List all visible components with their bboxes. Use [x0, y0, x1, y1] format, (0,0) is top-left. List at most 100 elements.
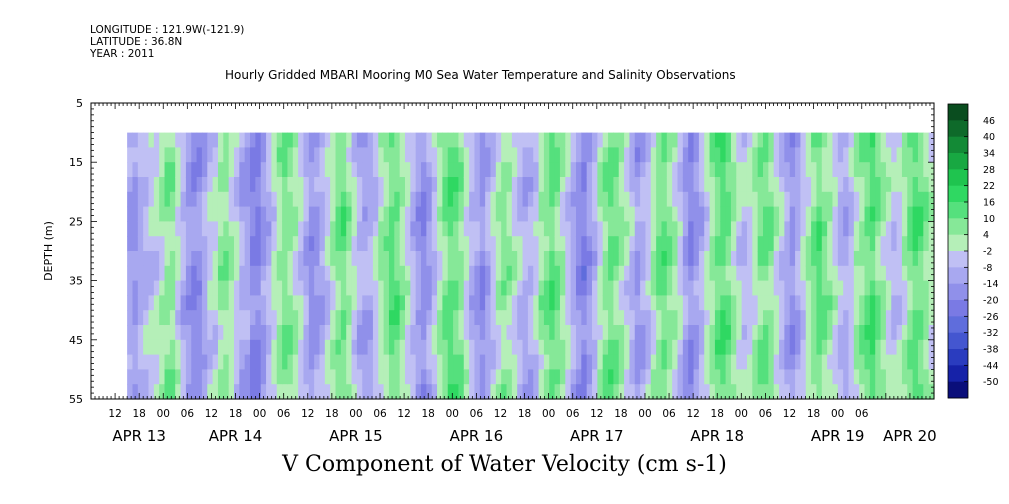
heatmap-cell — [234, 265, 240, 282]
heatmap-cell — [885, 147, 892, 163]
heatmap-cell — [426, 191, 433, 208]
heatmap-cell — [159, 354, 166, 370]
heatmap-cell — [805, 177, 812, 193]
heatmap-cell — [864, 325, 871, 341]
heatmap-cell — [725, 221, 732, 237]
heatmap-cell — [517, 177, 524, 193]
heatmap-cell — [896, 369, 903, 385]
heatmap-cell — [789, 177, 796, 193]
heatmap-cell — [362, 221, 369, 237]
heatmap-cell — [629, 177, 636, 193]
heatmap-cell — [565, 339, 572, 356]
heatmap-cell — [650, 384, 657, 400]
heatmap-cell — [271, 132, 278, 148]
heatmap-cell — [330, 147, 337, 163]
heatmap-cell — [421, 339, 427, 356]
heatmap-cell — [709, 265, 716, 282]
heatmap-cell — [228, 132, 235, 148]
heatmap-cell — [800, 265, 807, 282]
heatmap-cell — [511, 354, 518, 370]
heatmap-cell — [725, 132, 732, 148]
heatmap-cell — [602, 369, 609, 385]
heatmap-cell — [522, 265, 529, 282]
heatmap-cell — [490, 354, 497, 370]
heatmap-cell — [805, 265, 812, 282]
heatmap-cell — [383, 339, 390, 356]
heatmap-cell — [314, 162, 321, 178]
heatmap-cell — [666, 251, 673, 267]
heatmap-cell — [431, 147, 438, 163]
heatmap-cell — [244, 147, 251, 163]
heatmap-cell — [356, 221, 363, 237]
heatmap-cell — [127, 236, 134, 252]
heatmap-cell — [581, 325, 588, 341]
heatmap-cell — [191, 339, 198, 356]
heatmap-cell — [618, 162, 625, 178]
heatmap-cell — [399, 339, 406, 356]
heatmap-cell — [650, 325, 657, 341]
heatmap-cell — [869, 236, 876, 252]
heatmap-cell — [698, 384, 705, 400]
heatmap-cell — [714, 265, 721, 282]
heatmap-cell — [543, 206, 550, 222]
heatmap-cell — [907, 132, 914, 148]
heatmap-cell — [714, 369, 721, 385]
heatmap-cell — [463, 177, 470, 193]
heatmap-cell — [811, 132, 818, 148]
heatmap-cell — [485, 206, 492, 222]
heatmap-cell — [896, 384, 903, 400]
heatmap-cell — [843, 147, 850, 163]
heatmap-cell — [159, 325, 166, 341]
heatmap-cell — [324, 384, 331, 400]
heatmap-cell — [875, 132, 882, 148]
heatmap-cell — [720, 221, 727, 237]
heatmap-cell — [928, 295, 935, 311]
heatmap-cell — [356, 147, 363, 163]
heatmap-cell — [260, 310, 267, 326]
heatmap-cell — [763, 354, 769, 370]
heatmap-cell — [779, 236, 785, 252]
heatmap-cell — [891, 384, 898, 400]
colorbar-label: 46 — [983, 116, 995, 127]
heatmap-cell — [725, 162, 732, 178]
heatmap-cell — [543, 221, 550, 237]
heatmap-cell — [180, 206, 187, 222]
heatmap-cell — [848, 251, 855, 267]
heatmap-cell — [709, 354, 716, 370]
heatmap-cell — [308, 369, 315, 385]
heatmap-cell — [383, 132, 390, 148]
heatmap-cell — [843, 384, 850, 400]
colorbar-label: 10 — [983, 214, 995, 225]
heatmap-cell — [559, 162, 566, 178]
heatmap-cell — [437, 191, 443, 208]
heatmap-cell — [276, 369, 283, 385]
heatmap-cell — [581, 206, 588, 222]
heatmap-cell — [923, 206, 930, 222]
heatmap-cell — [282, 280, 289, 296]
heatmap-cell — [437, 132, 443, 148]
heatmap-cell — [693, 295, 700, 311]
heatmap-cell — [335, 369, 342, 385]
heatmap-cell — [928, 147, 935, 163]
heatmap-cell — [319, 206, 326, 222]
heatmap-cell — [746, 236, 753, 252]
heatmap-cell — [666, 339, 673, 356]
heatmap-cell — [859, 236, 866, 252]
heatmap-cell — [811, 369, 818, 385]
heatmap-cell — [490, 384, 497, 400]
heatmap-cell — [228, 251, 235, 267]
heatmap-cell — [928, 280, 935, 296]
heatmap-cell — [688, 295, 695, 311]
heatmap-cell — [549, 206, 556, 222]
heatmap-cell — [554, 236, 561, 252]
heatmap-cell — [250, 325, 256, 341]
heatmap-cell — [725, 354, 732, 370]
heatmap-cell — [164, 147, 171, 163]
heatmap-cell — [244, 177, 251, 193]
heatmap-cell — [768, 132, 775, 148]
heatmap-cell — [196, 339, 203, 356]
heatmap-cell — [453, 295, 460, 311]
heatmap-cell — [388, 236, 395, 252]
heatmap-cell — [495, 280, 502, 296]
heatmap-cell — [645, 132, 652, 148]
